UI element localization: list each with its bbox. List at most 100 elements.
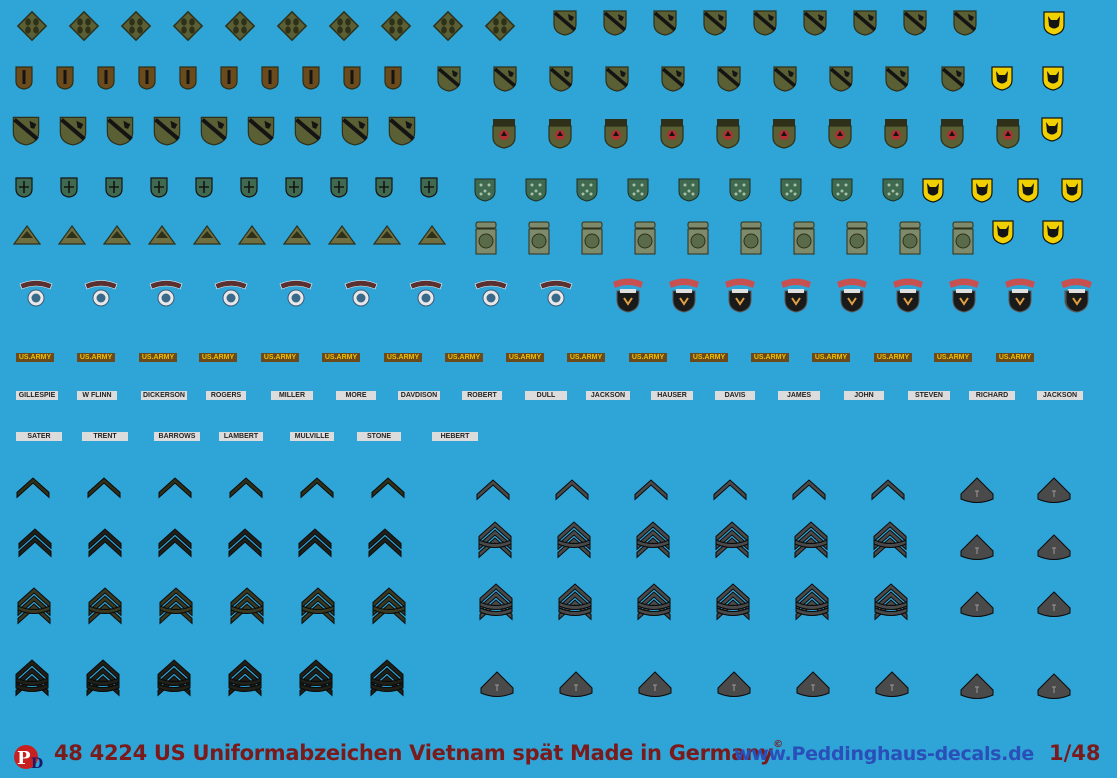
ivy-division-patch-icon xyxy=(172,10,204,42)
name-tape: DAVIS xyxy=(715,391,755,400)
rank-chevron-icon xyxy=(637,583,671,621)
ranger-scroll-patch-icon xyxy=(19,280,53,307)
airborne-tab-patch-icon xyxy=(669,278,699,313)
svg-text:D: D xyxy=(31,756,43,772)
rank-chevron-icon xyxy=(228,528,262,558)
ivy-division-patch-icon xyxy=(68,10,100,42)
rank-chevron-icon xyxy=(371,477,405,499)
airborne-tab-patch-icon xyxy=(1005,278,1035,313)
rank-chevron-icon xyxy=(871,479,905,501)
name-tape: DICKERSON xyxy=(141,391,187,400)
airborne-tab-patch-icon xyxy=(781,278,811,313)
ranger-scroll-patch-icon xyxy=(539,280,573,307)
triangle-patch-icon xyxy=(327,224,357,245)
rank-chevron-icon xyxy=(229,477,263,499)
sheet-footer: P D 48 4224 US Uniformabzeichen Vietnam … xyxy=(14,739,1104,774)
first-division-patch-icon xyxy=(220,66,238,90)
black-cat-patch-icon xyxy=(1042,220,1064,245)
technician-rank-icon xyxy=(960,477,994,503)
star-shield-patch-icon xyxy=(882,178,904,202)
rank-chevron-icon xyxy=(792,479,826,501)
name-tape: GILLESPIE xyxy=(16,391,58,400)
name-tape: RICHARD xyxy=(969,391,1015,400)
star-shield-patch-icon xyxy=(525,178,547,202)
first-division-patch-icon xyxy=(179,66,197,90)
name-tape: MULVILLE xyxy=(290,432,334,441)
us-army-tape: US.ARMY xyxy=(629,353,667,362)
rank-chevron-icon xyxy=(368,528,402,558)
cavalry-patch-icon xyxy=(437,66,461,92)
black-cat-patch-icon xyxy=(992,220,1014,245)
rank-chevron-icon xyxy=(16,477,50,499)
rank-chevron-icon xyxy=(557,521,591,559)
us-army-tape: US.ARMY xyxy=(16,353,54,362)
cavalry-patch-icon xyxy=(493,66,517,92)
technician-rank-icon xyxy=(1037,673,1071,699)
us-army-tape: US.ARMY xyxy=(751,353,789,362)
americal-patch-icon xyxy=(772,119,796,149)
peddinghaus-logo: P D xyxy=(14,745,43,772)
triangle-patch-icon xyxy=(417,224,447,245)
shield-patch-icon xyxy=(15,177,33,198)
rank-chevron-icon xyxy=(157,659,191,697)
americal-patch-icon xyxy=(828,119,852,149)
cavalry-patch-icon xyxy=(106,116,134,146)
triangle-patch-icon xyxy=(57,224,87,245)
technician-rank-icon xyxy=(559,671,593,697)
airborne-tab-patch-icon xyxy=(893,278,923,313)
cavalry-patch-icon xyxy=(247,116,275,146)
ivy-division-patch-icon xyxy=(380,10,412,42)
first-division-patch-icon xyxy=(343,66,361,90)
us-army-tape: US.ARMY xyxy=(812,353,850,362)
name-tape: DAVDISON xyxy=(398,391,440,400)
ranger-scroll-patch-icon xyxy=(214,280,248,307)
star-shield-patch-icon xyxy=(678,178,700,202)
rank-chevron-icon xyxy=(478,521,512,559)
ranger-scroll-patch-icon xyxy=(279,280,313,307)
star-shield-patch-icon xyxy=(831,178,853,202)
name-tape: MORE xyxy=(336,391,376,400)
ranger-scroll-patch-icon xyxy=(474,280,508,307)
name-tape: STONE xyxy=(357,432,401,441)
star-shield-patch-icon xyxy=(729,178,751,202)
airborne-82-patch-icon xyxy=(899,221,921,255)
americal-patch-icon xyxy=(604,119,628,149)
technician-rank-icon xyxy=(960,673,994,699)
airborne-tab-patch-icon xyxy=(725,278,755,313)
shield-patch-icon xyxy=(105,177,123,198)
rank-chevron-icon xyxy=(228,659,262,697)
copyright-mark: © xyxy=(773,739,783,750)
website-link[interactable]: www.Peddinghaus-decals.de xyxy=(734,743,1034,765)
ivy-division-patch-icon xyxy=(120,10,152,42)
airborne-82-patch-icon xyxy=(581,221,603,255)
us-army-tape: US.ARMY xyxy=(445,353,483,362)
triangle-patch-icon xyxy=(282,224,312,245)
shield-patch-icon xyxy=(240,177,258,198)
cavalry-patch-icon xyxy=(653,10,677,36)
americal-patch-icon xyxy=(996,119,1020,149)
americal-patch-icon xyxy=(492,119,516,149)
rank-chevron-icon xyxy=(874,583,908,621)
black-cat-patch-icon xyxy=(991,66,1013,91)
star-shield-patch-icon xyxy=(780,178,802,202)
name-tape: JACKSON xyxy=(1037,391,1083,400)
rank-chevron-icon xyxy=(87,477,121,499)
us-army-tape: US.ARMY xyxy=(506,353,544,362)
rank-chevron-icon xyxy=(370,659,404,697)
airborne-tab-patch-icon xyxy=(949,278,979,313)
airborne-tab-patch-icon xyxy=(837,278,867,313)
rank-chevron-icon xyxy=(795,583,829,621)
star-shield-patch-icon xyxy=(474,178,496,202)
svg-text:P: P xyxy=(17,748,31,769)
rank-chevron-icon xyxy=(372,587,406,625)
ivy-division-patch-icon xyxy=(484,10,516,42)
cavalry-patch-icon xyxy=(773,66,797,92)
technician-rank-icon xyxy=(1037,591,1071,617)
triangle-patch-icon xyxy=(147,224,177,245)
americal-patch-icon xyxy=(548,119,572,149)
rank-chevron-icon xyxy=(298,528,332,558)
ivy-division-patch-icon xyxy=(328,10,360,42)
rank-chevron-icon xyxy=(636,521,670,559)
americal-patch-icon xyxy=(884,119,908,149)
